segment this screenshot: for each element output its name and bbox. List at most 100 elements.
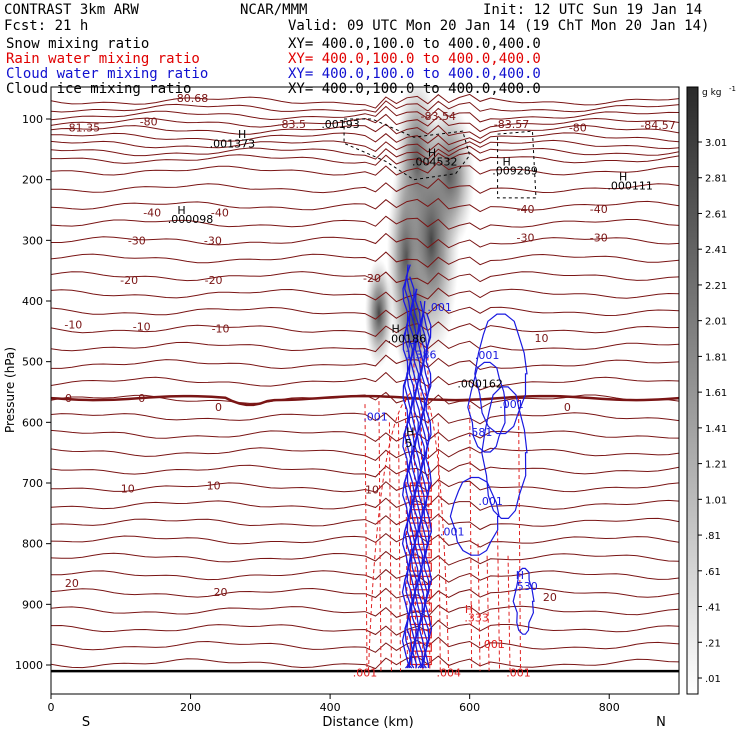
temperature-contour-label: -84.57 xyxy=(640,119,675,132)
isotherm-line xyxy=(51,132,679,146)
rain-core-contour xyxy=(409,549,432,559)
field-xy-cloud-water: XY= 400.0,100.0 to 400.0,400.0 xyxy=(288,66,541,82)
isotherm-line xyxy=(51,479,679,493)
isotherm-line xyxy=(51,339,679,353)
cloud-water-contour xyxy=(414,288,422,669)
temperature-contour-label: -40 xyxy=(590,203,608,216)
field-xy-cloud-ice: XY= 400.0,100.0 to 400.0,400.0 xyxy=(288,81,541,97)
y-tick-label: 100 xyxy=(22,113,43,126)
field-xy-snow: XY= 400.0,100.0 to 400.0,400.0 xyxy=(288,36,541,52)
cloud-water-contour xyxy=(418,300,426,669)
isotherm-line xyxy=(51,655,679,670)
rain-contour xyxy=(469,398,473,672)
rain-water-label: .001 xyxy=(353,666,378,679)
zero-isotherm xyxy=(51,394,679,407)
temperature-contour-label: -30 xyxy=(128,234,146,247)
isotherm-line xyxy=(51,532,679,548)
cloud-ice-contour xyxy=(343,118,471,181)
temperature-contour-label: -83.5 xyxy=(277,118,305,131)
temperature-contour-label: 0 xyxy=(215,401,222,414)
cloud-water-contour xyxy=(408,276,416,669)
isotherm-line xyxy=(51,161,679,176)
y-tick-label: 900 xyxy=(22,598,43,611)
extremum-label: .009289 xyxy=(492,165,538,178)
extremum-label: .000111 xyxy=(607,180,653,193)
colorbar-level-label: 2.81 xyxy=(705,174,727,185)
temperature-contour-label: -10 xyxy=(133,320,151,333)
rain-contour xyxy=(397,416,401,672)
rain-contour xyxy=(477,543,481,672)
plot-frame xyxy=(50,86,680,695)
temperature-contour-label: 0 xyxy=(564,401,571,414)
rain-contour xyxy=(367,388,450,672)
cloud-water-contour xyxy=(412,288,420,669)
rain-core-contour xyxy=(409,522,432,532)
rain-core-contour xyxy=(409,575,432,586)
cloud-water-contour xyxy=(406,276,414,669)
colorbar-level-label: 1.21 xyxy=(705,460,727,471)
cloud-water-label: .001 xyxy=(499,398,524,411)
x-axis-label: Distance (km) xyxy=(322,715,413,730)
temperature-contour-label: 10 xyxy=(535,332,549,345)
cloud-water-label: .001 xyxy=(478,495,503,508)
field-xy-rain: XY= 400.0,100.0 to 400.0,400.0 xyxy=(288,51,541,67)
model-title: CONTRAST 3km ARW xyxy=(4,2,139,18)
rain-core-contour xyxy=(409,602,432,612)
cloud-water-contour xyxy=(420,313,428,669)
x-tick-label: 600 xyxy=(459,701,480,714)
isotherm-line xyxy=(51,412,679,425)
isotherm-line xyxy=(51,619,679,636)
y-tick-label: 1000 xyxy=(15,659,43,672)
colorbar-level-label: .41 xyxy=(705,603,721,614)
y-axis-label: Pressure (hPa) xyxy=(3,347,17,433)
isotherm-line xyxy=(51,604,679,618)
rain-core-contour xyxy=(409,589,432,599)
cloud-water-contour xyxy=(410,288,418,669)
cloud-water-label: H xyxy=(408,337,416,350)
rain-contour xyxy=(364,404,368,672)
extremum-label: H xyxy=(177,204,185,217)
rain-core-contour xyxy=(409,655,432,666)
cloud-water-label: 1.386 xyxy=(405,348,437,361)
extremum-label: H xyxy=(392,322,400,335)
isotherm-line xyxy=(51,446,679,461)
extremum-label: H xyxy=(406,425,414,438)
y-tick-label: 500 xyxy=(22,356,43,369)
temperature-contour-label: -81.35 xyxy=(65,121,100,134)
cloud-water-contour xyxy=(422,312,431,669)
isotherm-line xyxy=(51,123,679,139)
rain-contour xyxy=(388,422,392,672)
temperature-contour-label: -30 xyxy=(590,231,608,244)
colorbar-level-label: 1.81 xyxy=(705,352,727,363)
cloud-water-contour xyxy=(474,313,528,435)
rain-contour xyxy=(497,531,501,672)
field-label-snow: Snow mixing ratio xyxy=(6,36,150,52)
cloud-water-contour xyxy=(424,312,433,669)
isotherm-line xyxy=(51,550,679,566)
colorbar-level-label: .81 xyxy=(705,531,721,542)
y-tick-label: 700 xyxy=(22,477,43,490)
isotherm-line xyxy=(51,587,679,603)
cloud-water-label: .530 xyxy=(513,580,538,593)
cloud-water-label: .581 xyxy=(468,426,493,439)
snow-shading-blob xyxy=(386,148,427,369)
temperature-contour-label: -20 xyxy=(205,274,223,287)
temperature-contour-label: -30 xyxy=(517,231,535,244)
rain-core-contour xyxy=(409,535,432,545)
temperature-contour-label: -30 xyxy=(204,234,222,247)
field-label-rain: Rain water mixing ratio xyxy=(6,51,200,67)
cloud-water-label: .001 xyxy=(440,526,465,539)
temperature-contour-label: -83.54 xyxy=(421,110,456,123)
temperature-contour-label: -20 xyxy=(120,274,138,287)
rain-water-label: .004 xyxy=(436,666,461,679)
temperature-contour-label: -40 xyxy=(211,206,229,219)
snow-shading-blob xyxy=(364,258,393,369)
colorbar-level-label: 2.21 xyxy=(705,281,727,292)
extremum-label: .00186 xyxy=(388,333,427,346)
isotherm-line xyxy=(51,152,679,166)
isotherm-line xyxy=(51,251,679,268)
extremum-label: H xyxy=(619,171,627,184)
extremum-label: H xyxy=(428,146,436,159)
rain-contour xyxy=(413,349,417,672)
rain-contour xyxy=(518,398,522,672)
